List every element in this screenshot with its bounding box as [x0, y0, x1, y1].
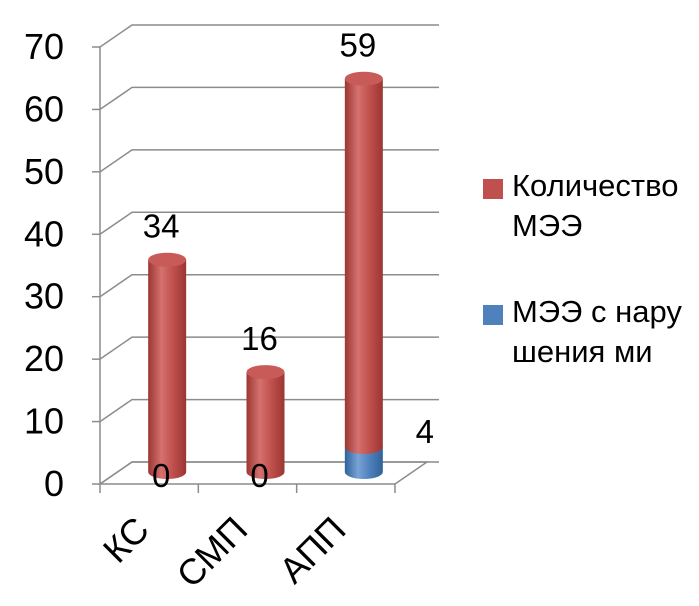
bar-kolichestvo-mee-2 [246, 365, 285, 479]
data-label-kolichestvo-mee-3: 59 [339, 27, 376, 64]
bar-kolichestvo-mee-3-body [344, 78, 383, 455]
y-tick-label: 30 [24, 276, 64, 317]
legend-item-kolichestvo-mee: Количество МЭЭ [483, 166, 693, 246]
y-tick-label: 20 [24, 338, 64, 379]
y-tick-label: 40 [24, 213, 64, 254]
gridline [99, 149, 439, 173]
y-tick-label: 50 [24, 151, 64, 192]
bar-kolichestvo-mee-1-body [148, 259, 187, 479]
y-tick-label: 60 [24, 88, 64, 129]
bar-kolichestvo-mee-2-body [246, 372, 285, 479]
bar-kolichestvo-mee-1 [148, 252, 187, 479]
data-label-kolichestvo-mee-2: 16 [241, 320, 278, 357]
legend-swatch-kolichestvo-mee [483, 179, 503, 199]
legend-item-mee-s-narusheniyami: МЭЭ с нарушения ми [483, 292, 693, 372]
x-tick-label: АПП [271, 509, 353, 591]
data-label-mee-s-narusheniyami-1: 0 [152, 457, 170, 494]
y-tick-label: 70 [24, 26, 64, 67]
bar-kolichestvo-mee-2-top [246, 365, 285, 380]
data-label-mee-s-narusheniyami-2: 0 [250, 457, 268, 494]
gridline [99, 24, 439, 48]
gridline [99, 211, 439, 235]
legend: Количество МЭЭ МЭЭ с нарушения ми [483, 166, 693, 372]
x-tick-label: КС [95, 509, 157, 571]
x-tick-label: СМП [169, 509, 256, 596]
data-label-mee-s-narusheniyami-3: 4 [416, 413, 434, 450]
chart-axes [92, 46, 396, 493]
gridline [99, 86, 439, 111]
legend-label-mee-s-narusheniyami: МЭЭ с нарушения ми [512, 294, 682, 369]
legend-swatch-mee-s-narusheniyami [483, 305, 503, 325]
bar-kolichestvo-mee-3-top [344, 71, 383, 86]
legend-label-kolichestvo-mee: Количество МЭЭ [512, 168, 679, 243]
gridline [99, 461, 439, 485]
gridline [99, 336, 439, 360]
bar-mee-s-narusheniyami-3-body [344, 447, 383, 479]
bar-kolichestvo-mee-1-top [148, 252, 187, 267]
x-tick-labels: КС СМП АПП [95, 509, 354, 596]
gridline [99, 398, 439, 423]
y-tick-label: 0 [44, 463, 64, 504]
y-tick-label: 10 [24, 401, 64, 442]
bar-kolichestvo-mee-3 [344, 71, 383, 455]
data-labels: 34 0 16 0 59 4 [143, 27, 434, 494]
gridline [99, 273, 439, 298]
gridlines [99, 24, 439, 485]
bars [148, 71, 383, 479]
data-label-kolichestvo-mee-1: 34 [143, 208, 180, 245]
y-tick-labels: 0 10 20 30 40 50 60 70 [24, 26, 64, 504]
